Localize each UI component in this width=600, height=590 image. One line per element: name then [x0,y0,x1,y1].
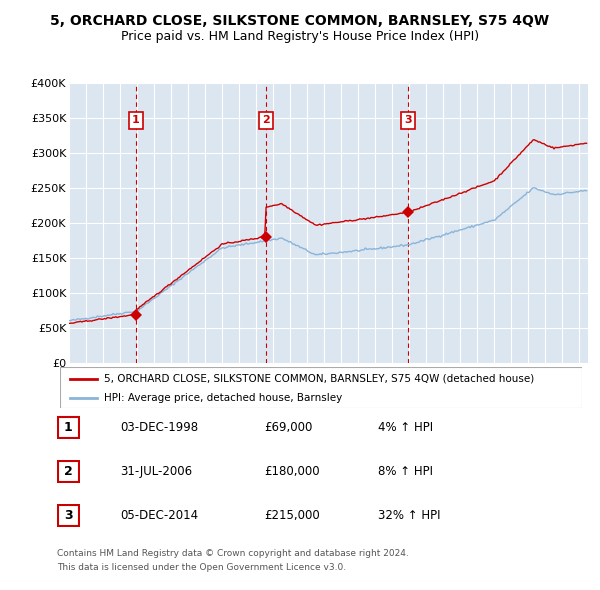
Text: Price paid vs. HM Land Registry's House Price Index (HPI): Price paid vs. HM Land Registry's House … [121,30,479,43]
Text: 32% ↑ HPI: 32% ↑ HPI [378,509,440,522]
Text: 1: 1 [132,116,140,126]
Text: HPI: Average price, detached house, Barnsley: HPI: Average price, detached house, Barn… [104,393,343,403]
Text: £69,000: £69,000 [264,421,313,434]
Text: £180,000: £180,000 [264,465,320,478]
Text: 2: 2 [64,465,73,478]
Text: 31-JUL-2006: 31-JUL-2006 [120,465,192,478]
Text: 2: 2 [262,116,270,126]
Text: 05-DEC-2014: 05-DEC-2014 [120,509,198,522]
Text: 3: 3 [64,509,73,522]
Text: 5, ORCHARD CLOSE, SILKSTONE COMMON, BARNSLEY, S75 4QW: 5, ORCHARD CLOSE, SILKSTONE COMMON, BARN… [50,14,550,28]
Text: 8% ↑ HPI: 8% ↑ HPI [378,465,433,478]
Text: 4% ↑ HPI: 4% ↑ HPI [378,421,433,434]
Text: 3: 3 [404,116,412,126]
Text: 1: 1 [64,421,73,434]
Text: 03-DEC-1998: 03-DEC-1998 [120,421,198,434]
Text: Contains HM Land Registry data © Crown copyright and database right 2024.: Contains HM Land Registry data © Crown c… [57,549,409,558]
Text: This data is licensed under the Open Government Licence v3.0.: This data is licensed under the Open Gov… [57,563,346,572]
Text: 5, ORCHARD CLOSE, SILKSTONE COMMON, BARNSLEY, S75 4QW (detached house): 5, ORCHARD CLOSE, SILKSTONE COMMON, BARN… [104,373,535,384]
Text: £215,000: £215,000 [264,509,320,522]
